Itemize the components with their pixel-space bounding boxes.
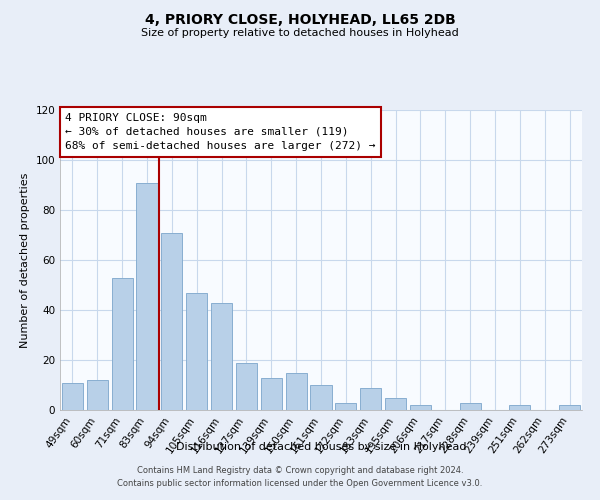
- Text: Contains HM Land Registry data © Crown copyright and database right 2024.
Contai: Contains HM Land Registry data © Crown c…: [118, 466, 482, 487]
- Bar: [360, 388, 381, 410]
- Bar: [559, 405, 580, 410]
- Y-axis label: Number of detached properties: Number of detached properties: [20, 172, 30, 348]
- Bar: [186, 292, 207, 410]
- Bar: [161, 232, 182, 410]
- Bar: [87, 380, 108, 410]
- Bar: [261, 378, 282, 410]
- Bar: [385, 398, 406, 410]
- Bar: [286, 372, 307, 410]
- Text: 4, PRIORY CLOSE, HOLYHEAD, LL65 2DB: 4, PRIORY CLOSE, HOLYHEAD, LL65 2DB: [145, 12, 455, 26]
- Bar: [310, 385, 332, 410]
- Bar: [136, 182, 158, 410]
- Bar: [509, 405, 530, 410]
- Bar: [62, 382, 83, 410]
- Bar: [410, 405, 431, 410]
- Text: Distribution of detached houses by size in Holyhead: Distribution of detached houses by size …: [176, 442, 466, 452]
- Bar: [211, 302, 232, 410]
- Bar: [460, 402, 481, 410]
- Text: Size of property relative to detached houses in Holyhead: Size of property relative to detached ho…: [141, 28, 459, 38]
- Text: 4 PRIORY CLOSE: 90sqm
← 30% of detached houses are smaller (119)
68% of semi-det: 4 PRIORY CLOSE: 90sqm ← 30% of detached …: [65, 113, 376, 151]
- Bar: [236, 362, 257, 410]
- Bar: [335, 402, 356, 410]
- Bar: [112, 278, 133, 410]
